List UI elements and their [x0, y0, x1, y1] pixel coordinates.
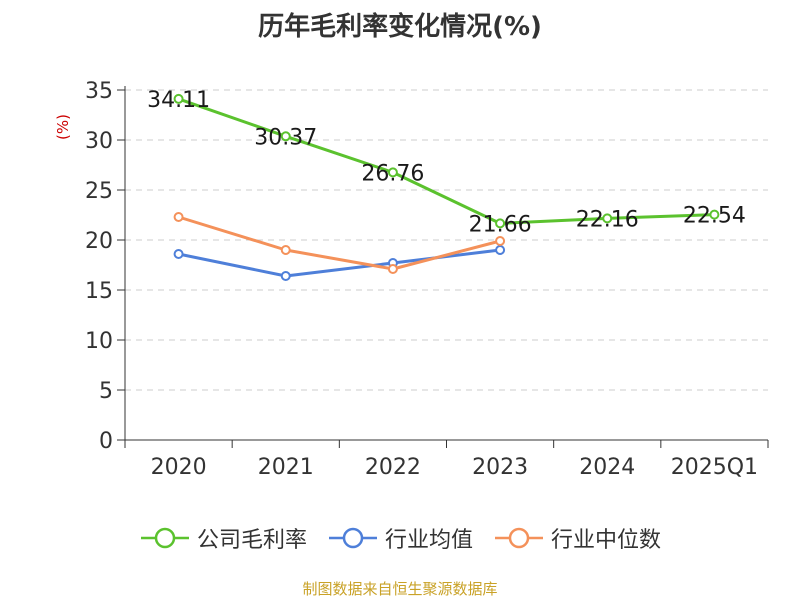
legend: 公司毛利率 行业均值 行业中位数 [0, 522, 800, 556]
data-point [387, 167, 398, 178]
data-point [602, 213, 613, 224]
legend-item[interactable]: 行业均值 [327, 522, 473, 554]
legend-item[interactable]: 公司毛利率 [139, 522, 307, 554]
x-tick-label: 2022 [365, 455, 421, 480]
legend-label: 行业均值 [384, 528, 473, 553]
legend-label: 公司毛利率 [196, 528, 307, 553]
x-tick-label: 2025Q1 [671, 455, 758, 480]
legend-marker-icon [140, 527, 189, 549]
series-lines [173, 93, 720, 281]
data-label: 30.37 [254, 125, 317, 150]
y-tick-label: 5 [99, 379, 113, 404]
data-point [495, 236, 506, 246]
data-label: 22.54 [683, 204, 746, 229]
x-tick-label: 2023 [472, 455, 528, 480]
axes: 0 5 10 15 20 25 30 35 2020 2021 2022 2023 2024 2025Q1 [85, 79, 769, 480]
x-tick-label: 2021 [258, 455, 314, 480]
data-label: 26.76 [361, 161, 424, 186]
y-tick-label: 25 [85, 179, 113, 204]
data-point [173, 93, 184, 104]
x-tick-label: 2024 [579, 455, 635, 480]
data-point [280, 245, 291, 255]
series-line-2 [178, 215, 501, 271]
data-label: 21.66 [469, 212, 532, 237]
data-point [495, 218, 506, 229]
chart-title: 历年毛利率变化情况(%) [258, 12, 542, 42]
data-point [709, 209, 720, 220]
x-tick-label: 2020 [151, 455, 207, 480]
legend-circle [508, 527, 530, 549]
data-point [173, 249, 184, 259]
data-label: 34.11 [147, 88, 210, 113]
data-point [495, 245, 506, 255]
y-tick-label: 20 [85, 229, 113, 254]
data-point [173, 212, 184, 222]
legend-label: 行业中位数 [551, 528, 662, 553]
y-tick-label: 15 [85, 279, 113, 304]
y-tick-label: 30 [85, 129, 113, 154]
data-labels: 34.11 30.37 26.76 21.66 22.16 22.54 [147, 88, 746, 237]
y-tick-label: 35 [85, 79, 113, 104]
y-tick-label: 0 [99, 429, 113, 454]
data-point [280, 271, 291, 281]
legend-marker-icon [495, 527, 543, 549]
legend-item[interactable]: 行业中位数 [493, 522, 661, 554]
y-tick-label: 10 [85, 329, 113, 354]
data-point [387, 264, 398, 274]
legend-circle [154, 527, 176, 549]
data-point [280, 131, 291, 142]
legend-circle [342, 527, 364, 549]
series-line-0 [178, 97, 715, 225]
grid-lines [125, 89, 768, 391]
data-label: 22.16 [576, 207, 639, 232]
legend-marker-icon [328, 527, 377, 549]
source-note: 制图数据来自恒生聚源数据库 [302, 580, 498, 598]
y-axis-label: (%) [54, 114, 72, 140]
